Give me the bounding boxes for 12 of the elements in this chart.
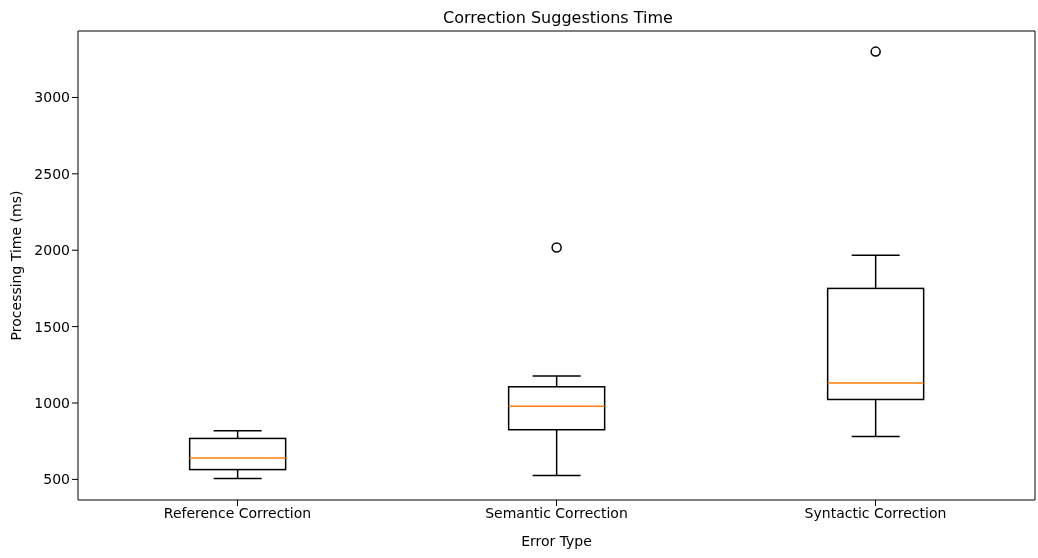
x-tick-label: Reference Correction (163, 504, 312, 521)
y-tick-label: 1500 (34, 318, 70, 335)
y-tick-label: 1000 (34, 394, 70, 411)
y-tick-label: 2500 (34, 165, 70, 182)
y-axis-title: Processing Time (ms) (7, 190, 24, 341)
x-tick-label: Semantic Correction (485, 504, 628, 521)
y-tick-label: 2000 (34, 242, 70, 259)
x-axis-title: Error Type (521, 533, 592, 549)
y-tick-label: 3000 (34, 89, 70, 106)
x-tick-label: Syntactic Correction (804, 504, 947, 521)
chart-title: Correction Suggestions Time (442, 8, 674, 29)
y-tick-label: 500 (43, 471, 70, 488)
